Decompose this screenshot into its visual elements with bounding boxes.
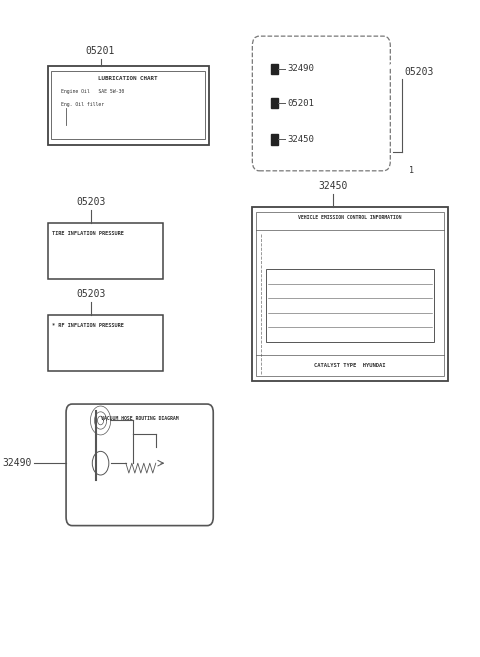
Text: 05203: 05203 (404, 67, 433, 78)
Text: LUBRICATION CHART: LUBRICATION CHART (98, 76, 158, 81)
Bar (48, 315, 163, 371)
Text: * RF INFLATION PRESSURE: * RF INFLATION PRESSURE (52, 323, 124, 328)
Text: 05203: 05203 (77, 197, 106, 207)
Text: 1: 1 (408, 166, 414, 175)
Text: TIRE INFLATION PRESSURE: TIRE INFLATION PRESSURE (52, 231, 124, 237)
Text: 05201: 05201 (288, 99, 314, 108)
Text: 32450: 32450 (318, 181, 348, 191)
Bar (271, 98, 278, 108)
Bar (266, 269, 434, 342)
Bar (256, 212, 444, 376)
Text: 05201: 05201 (86, 46, 115, 56)
Bar (48, 223, 163, 279)
Text: Engine Oil   SAE 5W-30: Engine Oil SAE 5W-30 (61, 89, 125, 94)
Text: VACUUM HOSE ROUTING DIAGRAM: VACUUM HOSE ROUTING DIAGRAM (101, 416, 179, 421)
Bar (48, 66, 209, 145)
Text: 32490: 32490 (2, 458, 32, 468)
Text: CATALYST TYPE  HYUNDAI: CATALYST TYPE HYUNDAI (314, 363, 386, 368)
Bar (51, 71, 205, 139)
Bar (271, 134, 278, 145)
Text: 32490: 32490 (288, 64, 314, 74)
Text: 32450: 32450 (288, 135, 314, 144)
Bar (271, 64, 278, 74)
Text: Eng. Oil filler: Eng. Oil filler (61, 102, 105, 107)
Text: 05203: 05203 (77, 289, 106, 299)
Bar (252, 207, 448, 381)
Text: VEHICLE EMISSION CONTROL INFORMATION: VEHICLE EMISSION CONTROL INFORMATION (299, 215, 402, 220)
